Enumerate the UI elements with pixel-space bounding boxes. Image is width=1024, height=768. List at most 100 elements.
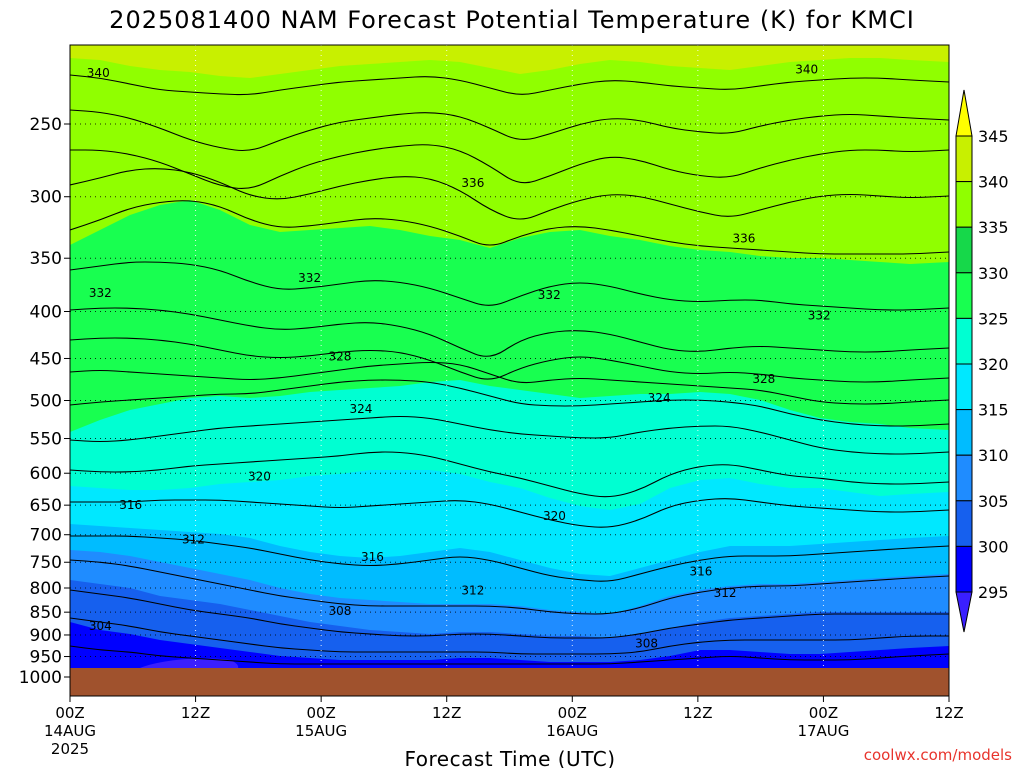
y-axis: 250 300 350 400 450 500 550 600 650 700 750 800 850 9…: [19, 115, 70, 688]
contour-label: 308: [329, 604, 352, 618]
contour-label: 332: [808, 308, 831, 322]
x-axis-label: Forecast Time (UTC): [404, 747, 615, 768]
x-tick-label: 12Z: [683, 704, 712, 722]
contour-label: 324: [349, 402, 372, 416]
y-tick-label: 650: [30, 496, 62, 516]
y-tick-label: 300: [30, 188, 62, 208]
cold-pool-fill: [140, 658, 239, 668]
contour-line: [70, 645, 949, 665]
contour-line: [70, 337, 949, 383]
contour-label: 332: [538, 288, 561, 302]
y-tick-label: 600: [30, 464, 62, 484]
contour-label: 336: [461, 176, 484, 190]
y-tick-label: 1000: [19, 668, 62, 688]
y-tick-label: 850: [30, 603, 62, 623]
ground-fill: [70, 668, 949, 696]
contour-line: [70, 261, 949, 311]
contour-line: [70, 168, 949, 220]
contour-label: 340: [87, 66, 110, 80]
y-tick-label: 550: [30, 430, 62, 450]
contour-label: 304: [89, 619, 112, 633]
colorbar-label: 335: [978, 218, 1009, 237]
credit-text: coolwx.com/models: [864, 746, 1012, 764]
contour-line: [70, 589, 949, 639]
x-tick-year: 2025: [51, 740, 89, 758]
contour-label: 336: [732, 231, 755, 245]
x-tick-label: 00Z: [558, 704, 587, 722]
colorbar-segment: [955, 135, 973, 183]
y-tick-label: 800: [30, 579, 62, 599]
contour-label: 324: [648, 391, 671, 405]
colorbar-segment: [955, 409, 973, 456]
contour-line: [70, 109, 949, 152]
colorbar-segment: [955, 181, 973, 228]
colorbar-label: 345: [978, 127, 1009, 146]
colorbar-segment: [955, 454, 973, 502]
contour-label: 320: [248, 470, 271, 484]
color-band: [70, 580, 949, 668]
contour-label: 332: [298, 271, 321, 285]
contour-line: [70, 361, 949, 405]
contour-line: [70, 559, 949, 615]
x-tick-date: 16AUG: [546, 722, 598, 740]
contour-line: [70, 200, 949, 255]
contour-label: 332: [89, 286, 112, 300]
contour-labels: 340 340 336 336 332 332 332 332 328 328 324 324 320 3…: [87, 62, 831, 650]
contour-label: 312: [461, 583, 484, 597]
contour-label: 316: [690, 565, 713, 579]
color-bands: [70, 58, 949, 668]
y-tick-label: 700: [30, 526, 62, 546]
y-tick-label: 750: [30, 553, 62, 573]
contour-line: [70, 74, 949, 96]
colorbar-segment: [955, 317, 973, 365]
x-tick-label: 00Z: [306, 704, 335, 722]
y-tick-label: 500: [30, 392, 62, 412]
colorbar-segment: [955, 545, 973, 593]
colorbar-segment: [955, 363, 973, 411]
contour-label: 328: [752, 372, 775, 386]
y-tick-label: 400: [30, 302, 62, 322]
contour-label: 340: [795, 62, 818, 76]
contour-line: [70, 144, 949, 189]
contour-line: [70, 415, 949, 455]
chart-title: 2025081400 NAM Forecast Potential Temper…: [109, 6, 915, 34]
colorbar-arrow-bottom: [955, 591, 973, 633]
y-tick-label: 250: [30, 115, 62, 135]
x-tick-label: 12Z: [432, 704, 461, 722]
plot-area: 340 340 336 336 332 332 332 332 328 328 324 324 320 3…: [69, 44, 950, 697]
x-tick-date: 15AUG: [295, 722, 347, 740]
contour-line: [70, 307, 949, 357]
colorbar-segment: [955, 500, 973, 547]
colorbar-label: 330: [978, 264, 1009, 283]
colorbar-label: 315: [978, 401, 1009, 420]
colorbar-label: 320: [978, 355, 1009, 374]
y-tick-label: 450: [30, 349, 62, 369]
x-tick-label: 12Z: [181, 704, 210, 722]
colorbar-label: 340: [978, 173, 1009, 192]
colorbar-segment: [955, 272, 973, 319]
contour-label: 320: [543, 509, 566, 523]
colorbar-label: 325: [978, 309, 1009, 328]
colorbar-label: 300: [978, 537, 1009, 556]
colorbar-label: 295: [978, 583, 1009, 602]
x-tick-label: 00Z: [55, 704, 84, 722]
y-tick-label: 950: [30, 648, 62, 668]
contour-line: [70, 617, 949, 655]
colorbar-segment: [955, 226, 973, 274]
contour-label: 316: [361, 550, 384, 564]
y-tick-label: 350: [30, 249, 62, 269]
colorbar-label: 310: [978, 446, 1009, 465]
colorbar: 345 340 335 330 325 320 315 310 305 300 295: [955, 89, 1009, 633]
x-tick-label: 00Z: [809, 704, 838, 722]
x-tick-date: 14AUG: [44, 722, 96, 740]
y-tick-label: 900: [30, 626, 62, 646]
contour-line: [70, 379, 949, 427]
contour-label: 312: [714, 586, 737, 600]
colorbar-label: 305: [978, 492, 1009, 511]
contour-line: [70, 451, 949, 498]
contour-lines: [70, 74, 949, 665]
contour-label: 308: [635, 637, 658, 651]
contour-label: 328: [329, 350, 352, 364]
